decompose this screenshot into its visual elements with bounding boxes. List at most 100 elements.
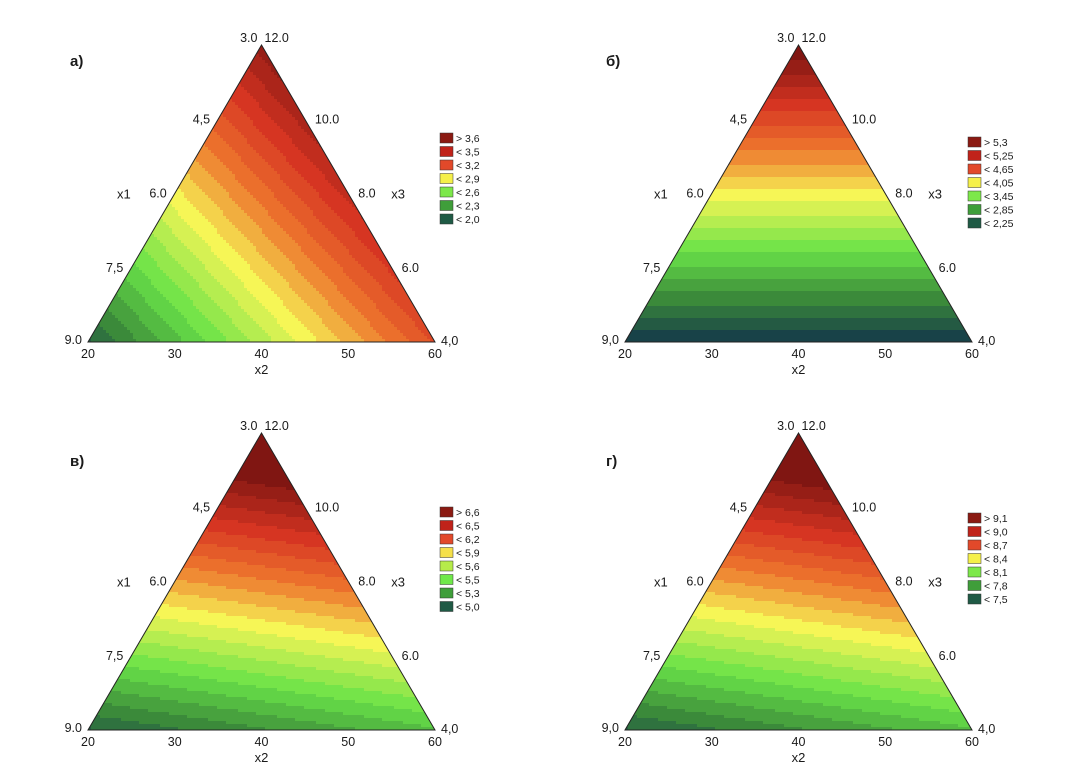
contour-cell	[391, 114, 395, 118]
contour-cell	[364, 81, 368, 85]
contour-cell	[217, 75, 221, 79]
contour-cell	[295, 45, 299, 49]
contour-cell	[196, 108, 200, 112]
contour-cell	[175, 108, 179, 112]
contour-cell	[247, 72, 251, 76]
contour-cell	[385, 102, 389, 106]
contour-cell	[346, 45, 350, 49]
contour-cell	[190, 81, 194, 85]
contour-cell	[103, 144, 107, 148]
contour-cell	[115, 105, 119, 109]
contour-cell	[130, 162, 134, 166]
contour-cell	[190, 105, 194, 109]
contour-cell	[376, 93, 380, 97]
contour-cell	[211, 63, 215, 67]
contour-cell	[313, 63, 317, 67]
contour-cell	[136, 90, 140, 94]
contour-cell	[364, 162, 368, 166]
contour-cell	[382, 123, 386, 127]
contour-cell	[130, 84, 134, 88]
contour-cell	[91, 99, 95, 103]
contour-cell	[319, 138, 323, 142]
contour-cell	[199, 93, 203, 97]
contour-cell	[328, 84, 332, 88]
contour-cell	[133, 159, 137, 163]
contour-cell	[175, 162, 179, 166]
contour-cell	[133, 78, 137, 82]
contour-cell	[286, 141, 290, 145]
contour-cell	[319, 102, 323, 106]
contour-cell	[400, 120, 404, 124]
contour-cell	[286, 60, 290, 64]
contour-cell	[184, 96, 188, 100]
contour-cell	[172, 165, 176, 169]
contour-cell	[361, 48, 365, 52]
contour-cell	[310, 66, 314, 70]
contour-cell	[133, 162, 137, 166]
contour-cell	[274, 90, 278, 94]
contour-cell	[433, 87, 435, 91]
contour-cell	[253, 96, 257, 100]
contour-cell	[175, 87, 179, 91]
contour-cell	[346, 93, 350, 97]
contour-cell	[241, 123, 245, 127]
contour-cell	[199, 105, 203, 109]
contour-cell	[229, 147, 233, 151]
contour-cell	[235, 57, 239, 61]
contour-cell	[337, 99, 341, 103]
contour-cell	[280, 81, 284, 85]
contour-cell	[220, 105, 224, 109]
contour-cell	[400, 75, 404, 79]
contour-cell	[373, 105, 377, 109]
contour-cell	[190, 87, 194, 91]
contour-bands	[88, 45, 435, 342]
contour-cell	[130, 75, 134, 79]
contour-cell	[304, 165, 308, 169]
contour-cell	[379, 75, 383, 79]
contour-cell	[160, 96, 164, 100]
contour-cell	[166, 111, 170, 115]
contour-cell	[412, 156, 416, 160]
contour-cell	[130, 72, 134, 76]
contour-cell	[184, 87, 188, 91]
contour-cell	[226, 114, 230, 118]
contour-cell	[343, 135, 347, 139]
contour-cell	[112, 108, 116, 112]
contour-cell	[232, 81, 236, 85]
contour-cell	[196, 66, 200, 70]
contour-cell	[295, 159, 299, 163]
contour-cell	[277, 78, 281, 82]
contour-cell	[379, 168, 383, 172]
contour-cell	[202, 57, 206, 61]
contour-cell	[142, 129, 146, 133]
contour-cell	[214, 129, 218, 133]
contour-cell	[391, 81, 395, 85]
contour-cell	[235, 153, 239, 157]
contour-cell	[331, 135, 335, 139]
contour-cell	[400, 57, 404, 61]
contour-cell	[199, 48, 203, 52]
contour-cell	[190, 108, 194, 112]
contour-cell	[301, 51, 305, 55]
contour-cell	[385, 153, 389, 157]
contour-cell	[127, 159, 131, 163]
contour-cell	[217, 156, 221, 160]
contour-cell	[274, 84, 278, 88]
contour-cell	[343, 48, 347, 52]
contour-cell	[403, 54, 407, 58]
contour-cell	[103, 108, 107, 112]
contour-cell	[364, 123, 368, 127]
contour-cell	[229, 84, 233, 88]
contour-cell	[97, 102, 101, 106]
contour-cell	[334, 72, 338, 76]
contour-cell	[427, 120, 431, 124]
contour-cell	[358, 165, 362, 169]
contour-cell	[313, 87, 317, 91]
contour-cell	[181, 105, 185, 109]
contour-cell	[229, 90, 233, 94]
contour-cell	[379, 141, 383, 145]
contour-cell	[256, 84, 260, 88]
contour-cell	[217, 123, 221, 127]
contour-cell	[262, 162, 266, 166]
contour-cell	[118, 63, 122, 67]
